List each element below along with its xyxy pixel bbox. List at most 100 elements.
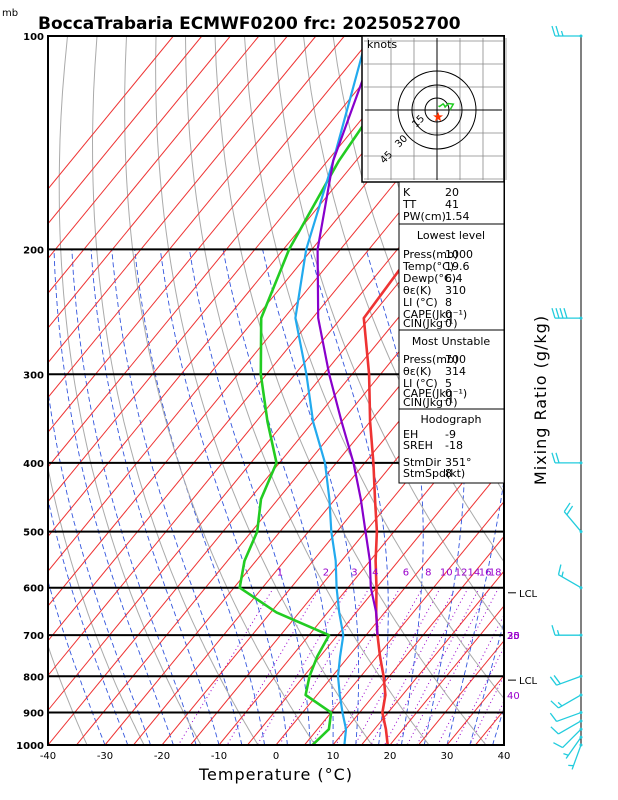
mixing-ratio-label-2: 2 <box>323 567 329 578</box>
pressure-tick-500: 500 <box>23 528 44 539</box>
pressure-tick-800: 800 <box>23 672 44 683</box>
wind-barb-feather <box>555 307 560 319</box>
mixing-ratio-label-40: 40 <box>507 691 520 702</box>
lowest-label-dewp: Dewp(°C) <box>403 272 456 285</box>
dry-adiabat-270 <box>91 36 259 745</box>
isotherm-20 <box>389 605 504 745</box>
dry-adiabat-430 <box>569 36 618 745</box>
temperature-line <box>362 117 504 745</box>
wind-barb-400 <box>551 452 583 465</box>
wind-barb-half-feather <box>556 629 560 636</box>
hodo-value-stmspd: 8 <box>445 467 452 480</box>
pressure-unit-label: mb <box>2 8 18 19</box>
wind-barb-feather <box>555 452 560 464</box>
parcel-line <box>316 36 380 636</box>
temp-tick-30: 30 <box>441 751 454 762</box>
dry-adiabat-410 <box>510 36 618 745</box>
moist-adiabat--14 <box>71 249 197 745</box>
wind-barb-half-feather <box>563 752 569 756</box>
wind-barb-shaft <box>571 744 582 770</box>
dry-adiabat-240 <box>48 644 88 745</box>
index-label-pw: PW(cm) <box>403 210 446 223</box>
hodo-label-stmdir: StmDir <box>403 456 442 469</box>
indices-box-most-unstable <box>398 329 505 410</box>
wind-barb-feather <box>557 564 562 575</box>
isotherm--30 <box>104 257 504 745</box>
isotherm--90 <box>48 36 345 399</box>
isotherm--105 <box>48 36 260 294</box>
mu-value-li: 5 <box>445 377 452 390</box>
wind-barb-shaft <box>565 736 582 759</box>
isotherm-15 <box>361 570 504 745</box>
lowest-value-cin: 0 <box>445 317 452 330</box>
temp-tick--40: -40 <box>40 751 56 762</box>
lowest-label-cin: CIN(Jkg⁻¹) <box>403 317 458 330</box>
dry-adiabat-310 <box>214 36 487 745</box>
lcl-markers: LCL LCL <box>508 589 538 687</box>
mixing-ratio-axis-title: Mixing Ratio (g/kg) <box>531 315 550 485</box>
mu-label-press: Press(mb) <box>403 353 458 366</box>
wind-barb-feather <box>551 25 556 37</box>
isotherm--115 <box>48 36 203 225</box>
hodograph-indices-header: Hodograph <box>421 413 482 426</box>
pressure-tick-700: 700 <box>23 631 44 642</box>
dry-adiabat-250 <box>48 465 145 745</box>
isotherm-40 <box>503 744 504 745</box>
indices-panel: K 20 TT 41 PW(cm) 1.54 Lowest level Pres… <box>398 181 505 484</box>
hodograph-unit-label: knots <box>367 38 397 51</box>
lowest-label-li: LI (°C) <box>403 296 438 309</box>
wind-barb-half-feather <box>561 571 564 577</box>
wind-barb-500 <box>563 502 583 534</box>
isotherm-5 <box>304 500 504 745</box>
wind-barb-half-feather <box>560 30 564 37</box>
index-value-k: 20 <box>445 186 459 199</box>
mu-label-thetae: θε(K) <box>403 365 431 378</box>
temp-tick--20: -20 <box>154 751 170 762</box>
wind-barb-feather <box>563 307 568 319</box>
isotherm--95 <box>48 36 317 364</box>
mixing-ratio-label-1: 1 <box>277 567 283 578</box>
wind-barb-700 <box>551 624 583 637</box>
wind-barb-shaft <box>563 511 582 532</box>
isotherm--100 <box>48 36 288 329</box>
wind-barb-feather <box>551 624 556 636</box>
wind-barb-100 <box>551 25 583 38</box>
mu-label-cape: CAPE(Jkg⁻¹) <box>403 387 467 400</box>
index-value-tt: 41 <box>445 198 459 211</box>
wind-barb-feather <box>551 307 556 319</box>
moist-adiabat-38 <box>492 706 504 745</box>
pressure-tick-300: 300 <box>23 370 44 381</box>
temp-tick-10: 10 <box>327 751 340 762</box>
moist-adiabat-2 <box>159 249 288 745</box>
mixing-ratio-label-25: 25 <box>507 631 520 642</box>
dry-adiabat-440 <box>599 36 618 745</box>
isotherm--40 <box>48 188 504 745</box>
isotherm--85 <box>48 36 374 433</box>
wind-barb-feather <box>549 676 558 686</box>
wind-barb-feather <box>563 502 571 513</box>
most-unstable-header: Most Unstable <box>412 335 491 348</box>
wind-barb-1000 <box>568 743 583 770</box>
wind-barb-shaft <box>562 728 582 749</box>
moist-adiabat--2 <box>134 249 266 745</box>
hodo-label-eh: EH <box>403 428 418 441</box>
wind-barb-950 <box>553 727 583 749</box>
lowest-level-header: Lowest level <box>417 229 485 242</box>
moist-adiabat--22 <box>48 388 152 745</box>
mixing-ratio-line-6 <box>311 587 401 745</box>
mixing-ratio-label-6: 6 <box>403 567 409 578</box>
dry-adiabat-290 <box>155 36 373 745</box>
lowest-label-temp: Temp(°C) <box>402 260 454 273</box>
mixing-ratio-label-10: 10 <box>440 567 453 578</box>
pressure-tick-1000: 1000 <box>16 741 44 752</box>
mixing-ratio-line-3 <box>256 587 349 745</box>
wind-barb-600 <box>557 564 583 590</box>
hodograph-trace <box>438 102 455 111</box>
storm-motion-marker <box>433 111 444 122</box>
wind-barb-feather <box>566 505 574 516</box>
chart-title: BoccaTrabaria ECMWF0200 frc: 2025052700 <box>38 14 461 34</box>
mixing-ratio-line-35 <box>469 674 504 745</box>
lowest-value-thetae: 310 <box>445 284 466 297</box>
temperature-tick-labels: -40 -30 -20 -10 0 10 20 30 40 <box>40 751 511 762</box>
